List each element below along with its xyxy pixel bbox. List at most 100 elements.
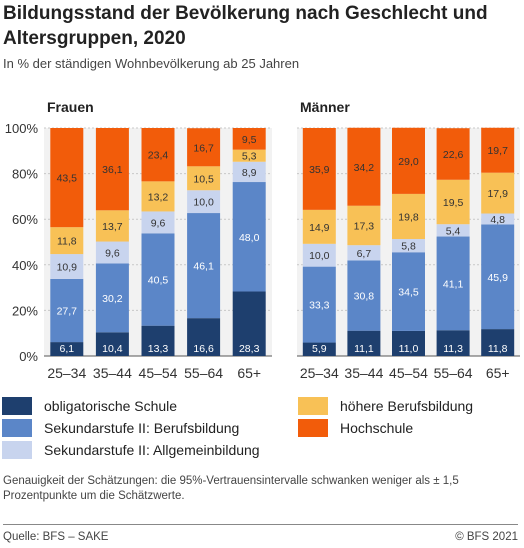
data-label: 48,0: [239, 232, 260, 244]
data-label: 36,1: [102, 164, 123, 176]
y-tick-label: 100%: [5, 121, 39, 136]
bar-segment: [481, 224, 515, 330]
bar-segment: [50, 342, 84, 356]
chart-subtitle: In % der ständigen Wohnbevölkerung ab 25…: [3, 56, 300, 71]
x-tick-label: 65+: [486, 365, 510, 381]
bar-segment: [187, 128, 221, 167]
data-label: 23,4: [148, 150, 169, 162]
stacked-bar-chart: 0% 20% 40% 60% 80% 100% Frauen 6,1 27,7 10,9 11,8 4…: [5, 99, 520, 381]
bar-segment: [481, 329, 515, 356]
data-label: 17,3: [354, 220, 375, 232]
data-label: 34,5: [398, 287, 419, 299]
bar-segment: [436, 179, 470, 225]
legend: obligatorische Schule Sekundarstufe II: …: [0, 392, 524, 462]
legend-swatch: [2, 441, 32, 459]
legend-label: obligatorische Schule: [44, 398, 178, 414]
bar-segment: [302, 342, 336, 356]
data-label: 10,4: [102, 343, 123, 355]
y-tick-label: 40%: [12, 258, 38, 273]
legend-label: Hochschule: [340, 420, 414, 436]
x-tick-label: 55–64: [184, 365, 223, 381]
data-label: 11,8: [57, 236, 77, 248]
x-tick-label: 65+: [237, 365, 261, 381]
legend-item-hochschule: Hochschule: [298, 418, 413, 438]
data-label: 9,5: [242, 134, 257, 146]
data-label: 27,7: [57, 306, 78, 318]
bar-segment: [232, 161, 266, 183]
data-label: 30,2: [102, 293, 123, 305]
bar-segment: [347, 127, 381, 206]
data-label: 16,7: [193, 142, 214, 154]
bar-segment: [232, 182, 266, 292]
footnote: Genauigkeit der Schätzungen: die 95%-Ver…: [3, 475, 459, 502]
x-tick-label: 35–44: [93, 365, 132, 381]
data-label: 10,9: [57, 262, 78, 274]
data-label: 22,6: [443, 149, 464, 161]
data-label: 9,6: [105, 247, 120, 259]
data-label: 41,1: [443, 278, 464, 290]
data-label: 19,8: [398, 211, 419, 223]
bar-segment: [141, 128, 175, 182]
copyright-text: © BFS 2021: [455, 531, 518, 543]
bar-segment: [302, 266, 336, 343]
data-label: 13,3: [148, 343, 169, 355]
legend-item-obligatorische-schule: obligatorische Schule: [2, 396, 177, 416]
data-label: 30,8: [354, 291, 375, 303]
data-label: 46,1: [193, 261, 214, 273]
bar-segment: [232, 149, 266, 162]
bar-segment: [232, 291, 266, 356]
bar-segment: [347, 205, 381, 246]
data-label: 8,9: [242, 167, 257, 179]
bar-segment: [436, 128, 470, 180]
bar-segment: [392, 330, 425, 356]
footer-divider: [3, 524, 518, 525]
bar-segment: [141, 325, 175, 356]
bar-segment: [347, 260, 381, 331]
bar-segment: [481, 172, 515, 214]
data-label: 40,5: [148, 275, 169, 287]
data-label: 13,7: [102, 221, 123, 233]
bar-segment: [95, 128, 129, 211]
x-tick-label: 35–44: [344, 365, 383, 381]
bar-segment: [481, 127, 515, 173]
data-label: 5,8: [401, 241, 416, 253]
data-label: 33,3: [309, 300, 330, 312]
bar-segment: [187, 318, 221, 356]
data-label: 19,7: [487, 145, 508, 157]
data-label: 9,6: [151, 217, 166, 229]
bar-segment: [50, 278, 84, 343]
bar-segment: [392, 193, 425, 240]
legend-item-hoehere-berufsbildung: höhere Berufsbildung: [298, 396, 473, 416]
data-label: 17,9: [487, 188, 508, 200]
chart-title: Bildungsstand der Bevölkerung nach Gesch…: [3, 3, 488, 49]
panel-title: Männer: [300, 99, 350, 115]
bar-segment: [436, 236, 470, 331]
y-tick-label: 0%: [19, 349, 38, 364]
bar-segment: [187, 213, 221, 319]
data-label: 14,9: [309, 222, 330, 234]
bar-segment: [302, 128, 336, 210]
data-label: 4,8: [490, 214, 505, 226]
legend-swatch: [298, 419, 328, 437]
bar-segment: [232, 128, 266, 150]
data-label: 11,0: [399, 343, 419, 355]
x-tick-label: 25–34: [47, 365, 86, 381]
x-tick-label: 55–64: [434, 365, 473, 381]
bar-segment: [302, 243, 336, 267]
legend-swatch: [2, 397, 32, 415]
data-label: 6,1: [59, 343, 74, 355]
chart-area: 0% 20% 40% 60% 80% 100% Frauen 6,1 27,7 10,9 11,8 4…: [0, 86, 524, 386]
data-label: 19,5: [443, 197, 464, 209]
bar-segment: [392, 252, 425, 331]
legend-label: Sekundarstufe II: Allgemeinbildung: [44, 442, 260, 458]
bar-segment: [436, 330, 470, 356]
data-label: 35,9: [309, 164, 330, 176]
data-label: 6,7: [357, 248, 372, 260]
legend-swatch: [2, 419, 32, 437]
bar-segment: [392, 127, 425, 194]
legend-item-berufsbildung: Sekundarstufe II: Berufsbildung: [2, 418, 239, 438]
legend-swatch: [298, 397, 328, 415]
legend-item-allgemeinbildung: Sekundarstufe II: Allgemeinbildung: [2, 440, 260, 460]
data-label: 34,2: [354, 162, 375, 174]
data-label: 16,6: [193, 343, 214, 355]
